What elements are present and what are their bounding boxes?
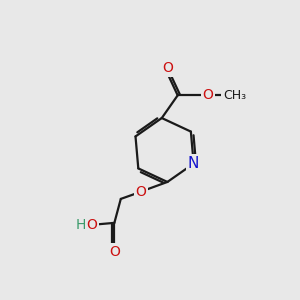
Text: CH₃: CH₃ bbox=[223, 89, 246, 102]
Text: N: N bbox=[188, 156, 199, 171]
Text: O: O bbox=[87, 218, 98, 232]
Text: O: O bbox=[162, 61, 172, 76]
Text: H: H bbox=[76, 218, 86, 232]
Text: O: O bbox=[202, 88, 213, 102]
Text: O: O bbox=[136, 185, 147, 199]
Text: O: O bbox=[109, 245, 120, 259]
